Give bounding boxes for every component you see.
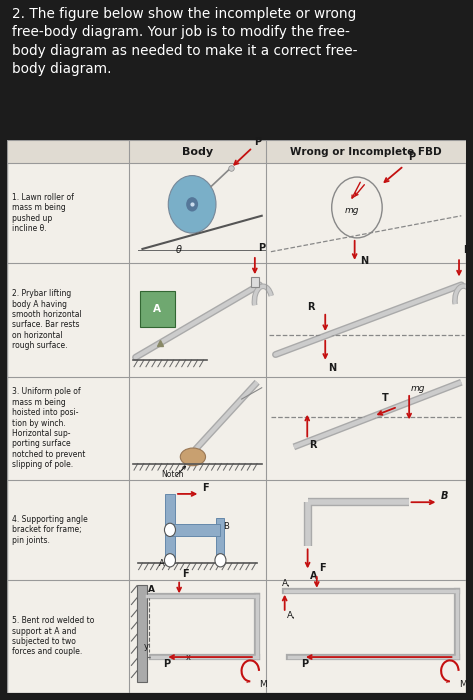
Text: Notch: Notch bbox=[161, 470, 184, 480]
Text: M: M bbox=[259, 680, 267, 690]
Text: A: A bbox=[148, 584, 155, 594]
Bar bbox=[137, 585, 147, 682]
Text: B: B bbox=[223, 522, 229, 531]
Text: 5. Bent rod welded to
support at A and
subjected to two
forces and couple.: 5. Bent rod welded to support at A and s… bbox=[12, 616, 94, 657]
Bar bbox=[251, 277, 259, 287]
Bar bbox=[217, 518, 225, 563]
Text: A: A bbox=[153, 304, 161, 314]
Text: M: M bbox=[459, 680, 467, 690]
Text: T: T bbox=[382, 393, 388, 403]
Bar bbox=[140, 291, 175, 327]
Text: N: N bbox=[328, 363, 337, 373]
Circle shape bbox=[165, 523, 175, 536]
Text: x: x bbox=[186, 653, 191, 662]
Text: P: P bbox=[463, 245, 470, 255]
Text: P: P bbox=[254, 137, 262, 148]
Text: Wrong or Incomplete FBD: Wrong or Incomplete FBD bbox=[290, 146, 442, 157]
Text: y: y bbox=[144, 642, 149, 651]
Text: B: B bbox=[441, 491, 448, 501]
Text: P: P bbox=[408, 153, 415, 162]
Text: $\theta$: $\theta$ bbox=[175, 244, 183, 256]
Bar bbox=[165, 494, 175, 563]
Text: 3. Uniform pole of
mass m being
hoisted into posi-
tion by winch.
Horizontal sup: 3. Uniform pole of mass m being hoisted … bbox=[12, 388, 85, 469]
Text: F: F bbox=[202, 483, 209, 493]
Circle shape bbox=[165, 554, 175, 567]
Text: R: R bbox=[307, 302, 315, 312]
Text: R: R bbox=[309, 440, 317, 449]
Bar bbox=[7, 140, 466, 163]
Text: mg: mg bbox=[411, 384, 426, 393]
Text: 2. The figure below show the incomplete or wrong
free-body diagram. Your job is : 2. The figure below show the incomplete … bbox=[12, 7, 357, 76]
Text: F: F bbox=[182, 569, 189, 579]
Circle shape bbox=[215, 554, 226, 567]
Text: A,: A, bbox=[282, 580, 291, 588]
Text: A: A bbox=[158, 559, 164, 568]
Text: P: P bbox=[301, 659, 308, 669]
Text: F: F bbox=[320, 564, 326, 573]
Text: Body: Body bbox=[182, 146, 213, 157]
Text: 4. Supporting angle
bracket for frame;
pin joints.: 4. Supporting angle bracket for frame; p… bbox=[12, 515, 88, 545]
Text: A,: A, bbox=[287, 611, 296, 620]
Circle shape bbox=[168, 176, 216, 233]
Bar bbox=[170, 524, 220, 536]
Text: N: N bbox=[360, 256, 369, 267]
Text: mg: mg bbox=[345, 206, 359, 215]
Text: P: P bbox=[259, 243, 266, 253]
Ellipse shape bbox=[180, 448, 206, 466]
Text: P: P bbox=[163, 659, 170, 669]
Text: A: A bbox=[310, 570, 318, 580]
Text: 2. Prybar lifting
body A having
smooth horizontal
surface. Bar rests
on horizont: 2. Prybar lifting body A having smooth h… bbox=[12, 289, 81, 350]
Text: 1. Lawn roller of
mass m being
pushed up
incline θ.: 1. Lawn roller of mass m being pushed up… bbox=[12, 193, 74, 233]
Circle shape bbox=[186, 197, 198, 211]
